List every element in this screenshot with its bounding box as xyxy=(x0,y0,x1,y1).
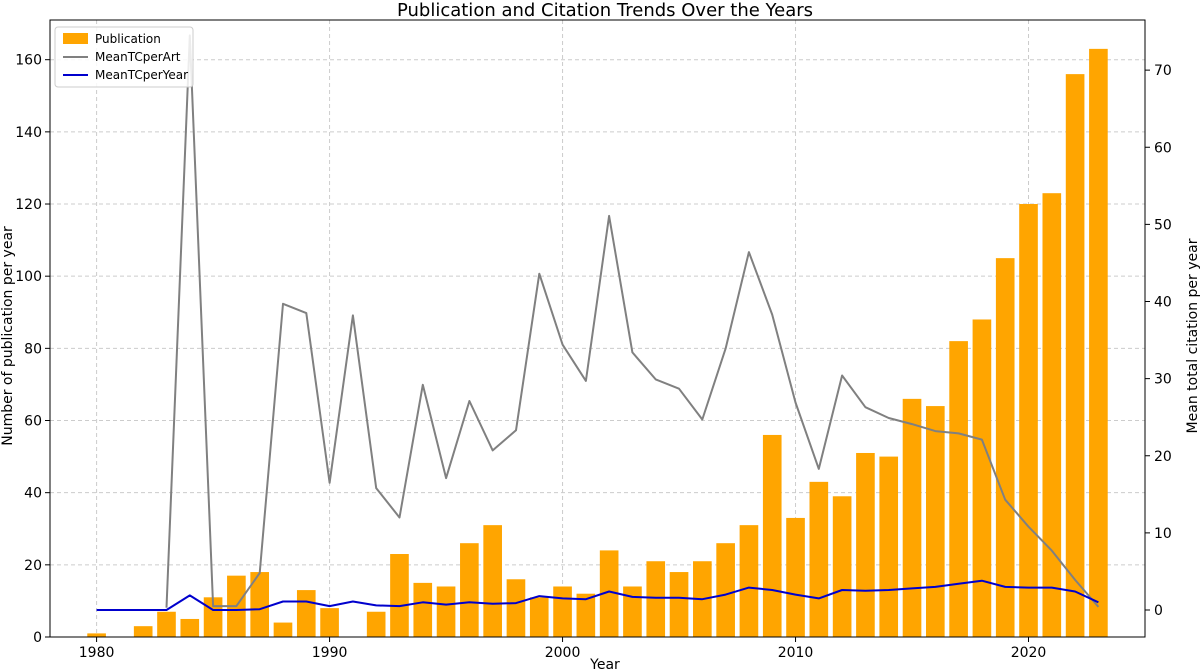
y-left-tick-label: 120 xyxy=(15,197,42,213)
bar-publication xyxy=(460,543,479,637)
bar-publication xyxy=(1089,48,1108,638)
bar-publication xyxy=(413,582,433,637)
chart-title: Publication and Citation Trends Over the… xyxy=(397,0,813,21)
y-axis-right-title: Mean total citation per year xyxy=(1185,238,1200,433)
ticks: 1980 1990 2000 2010 202002040608010012014016… xyxy=(15,53,1172,661)
x-tick-label: 2010 xyxy=(778,645,814,661)
bar-publication xyxy=(739,525,759,637)
bar-publication xyxy=(506,579,526,637)
y-right-tick-label: 10 xyxy=(1154,526,1172,542)
y-left-tick-label: 140 xyxy=(15,125,42,141)
bar-publication xyxy=(436,586,456,637)
bar-publication xyxy=(786,517,805,637)
y-right-tick-label: 30 xyxy=(1154,372,1172,388)
y-right-tick-label: 60 xyxy=(1154,140,1172,156)
bar-publication xyxy=(856,452,875,637)
bar-publication xyxy=(716,543,735,637)
bar-publication xyxy=(133,626,153,637)
bar-publication xyxy=(273,622,293,637)
bars-publication xyxy=(87,48,1108,638)
bar-publication xyxy=(646,561,666,637)
bar-publication xyxy=(902,398,922,637)
bar-publication xyxy=(1019,204,1038,637)
bar-publication xyxy=(669,572,689,637)
bar-publication xyxy=(366,611,386,637)
y-right-tick-label: 20 xyxy=(1154,449,1172,465)
y-left-tick-label: 20 xyxy=(24,558,42,574)
bar-publication xyxy=(180,618,200,637)
bar-publication xyxy=(390,554,409,637)
x-tick-label: 2020 xyxy=(1011,645,1047,661)
line-meantcperart xyxy=(165,34,1100,608)
x-tick-label: 1990 xyxy=(312,645,348,661)
y-left-tick-label: 100 xyxy=(15,269,42,285)
legend: Publication MeanTCperArt MeanTCperYear xyxy=(54,26,194,88)
lines xyxy=(96,34,1100,611)
y-left-tick-label: 80 xyxy=(24,341,42,357)
y-left-tick-label: 160 xyxy=(15,53,42,69)
bar-publication xyxy=(926,406,945,637)
y-left-tick-label: 60 xyxy=(24,414,42,430)
x-tick-label: 1980 xyxy=(79,645,115,661)
x-axis-title: Year xyxy=(589,657,620,672)
x-tick-label: 2000 xyxy=(545,645,581,661)
bar-publication xyxy=(762,434,782,637)
bar-publication xyxy=(599,550,619,637)
bar-publication xyxy=(576,593,596,637)
bar-publication xyxy=(1042,193,1062,637)
legend-swatch-publication xyxy=(63,33,88,44)
plot-frame xyxy=(49,19,1146,638)
bar-publication xyxy=(87,633,106,637)
y-left-tick-label: 0 xyxy=(33,630,42,646)
bar-publication xyxy=(1065,74,1085,638)
y-right-tick-label: 50 xyxy=(1154,217,1172,233)
bar-publication xyxy=(995,258,1015,637)
bar-publication xyxy=(483,525,502,637)
bar-publication xyxy=(157,611,176,637)
bar-publication xyxy=(949,341,968,637)
bar-publication xyxy=(296,590,316,637)
bar-publication xyxy=(623,586,642,637)
legend-box xyxy=(54,26,194,88)
legend-label-meantcperyear: MeanTCperYear xyxy=(95,68,188,82)
legend-label-publication: Publication xyxy=(95,32,161,46)
bar-publication xyxy=(529,597,549,637)
y-left-tick-label: 40 xyxy=(24,486,42,502)
y-right-tick-label: 0 xyxy=(1154,603,1163,619)
line-meantcperyear xyxy=(96,579,1099,611)
bar-publication xyxy=(553,586,572,637)
bar-publication xyxy=(809,481,829,637)
y-right-tick-label: 70 xyxy=(1154,63,1172,79)
y-right-tick-label: 40 xyxy=(1154,295,1172,311)
legend-label-meantcperart: MeanTCperArt xyxy=(95,50,181,64)
bar-publication xyxy=(832,496,852,637)
bar-publication xyxy=(879,456,899,637)
y-axis-left-title: Number of publication per year xyxy=(0,226,16,446)
bar-publication xyxy=(320,608,339,637)
bar-publication xyxy=(250,572,269,637)
bar-publication xyxy=(972,319,992,637)
